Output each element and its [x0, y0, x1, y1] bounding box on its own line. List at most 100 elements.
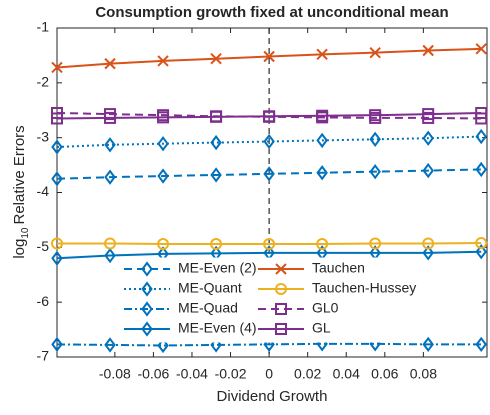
marker [210, 110, 223, 123]
y-label-sub: 10 [20, 227, 31, 239]
marker [422, 108, 435, 121]
series-line [56, 135, 482, 148]
x-tick-label: 0 [265, 366, 273, 382]
marker [104, 247, 116, 264]
x-tick-label: -0.02 [215, 366, 247, 382]
marker [475, 161, 487, 178]
y-axis-label: log10 Relative Errors [11, 125, 31, 258]
x-tick-label: 0.04 [333, 366, 360, 382]
marker [275, 323, 287, 335]
marker [475, 244, 487, 260]
legend-label: GL0 [312, 300, 339, 316]
marker [51, 112, 63, 125]
marker [104, 57, 116, 70]
x-axis-label: Dividend Growth [217, 388, 328, 405]
marker [141, 261, 153, 277]
marker [157, 168, 169, 184]
marker [316, 165, 328, 181]
marker [157, 111, 170, 124]
y-tick-label: -3 [37, 128, 50, 144]
chart-title: Consumption growth fixed at unconditiona… [95, 4, 448, 21]
marker [275, 283, 287, 295]
marker [369, 46, 381, 59]
marker [263, 166, 275, 182]
y-tick-label: -6 [37, 293, 50, 309]
x-tick-label: 0.06 [371, 366, 398, 382]
marker [369, 163, 381, 180]
marker [104, 137, 116, 153]
series-line [56, 111, 482, 120]
marker [210, 52, 222, 65]
marker [316, 48, 328, 61]
legend-label: Tauchen-Hussey [312, 280, 416, 296]
marker [210, 238, 223, 251]
marker [263, 133, 275, 150]
marker [275, 263, 287, 275]
marker [422, 44, 434, 57]
legend-label: Tauchen [312, 260, 365, 276]
marker [369, 237, 382, 250]
legend-label: ME-Quad [178, 300, 238, 316]
marker [51, 336, 63, 353]
marker [475, 128, 487, 145]
marker [369, 109, 382, 122]
marker [475, 106, 488, 119]
series-line [56, 342, 482, 347]
x-tick-label: -0.06 [137, 366, 169, 382]
marker [275, 303, 287, 315]
x-tick-label: 0.08 [410, 366, 437, 382]
marker [263, 50, 275, 63]
marker [422, 245, 434, 261]
marker [51, 250, 63, 266]
series-line [57, 241, 482, 246]
y-tick-label: -2 [37, 74, 50, 90]
marker [422, 336, 434, 353]
y-tick-label: -1 [37, 19, 50, 35]
marker [141, 301, 153, 317]
legend-label: GL [312, 320, 331, 336]
marker [263, 238, 276, 251]
marker [157, 55, 169, 67]
marker [51, 139, 63, 155]
y-label-part: log [11, 239, 28, 259]
marker [210, 337, 222, 353]
marker [51, 237, 63, 250]
y-tick-label: -4 [37, 183, 50, 199]
marker [141, 321, 153, 337]
legend-label: ME-Quant [178, 280, 242, 296]
marker [316, 132, 328, 149]
marker [316, 238, 329, 251]
x-tick-label: -0.04 [176, 366, 208, 382]
marker [422, 237, 435, 250]
marker [422, 130, 434, 146]
marker [422, 162, 434, 179]
marker [157, 136, 169, 152]
marker [104, 337, 116, 353]
marker [157, 337, 169, 354]
y-label-part: Relative Errors [11, 125, 28, 224]
marker [51, 61, 63, 74]
y-tick-label: -5 [37, 238, 50, 254]
marker [51, 171, 63, 187]
marker [316, 109, 329, 122]
marker [475, 43, 487, 55]
marker [104, 111, 117, 124]
marker [210, 134, 222, 151]
series-line [56, 168, 482, 180]
legend-label: ME-Even (2) [178, 260, 257, 276]
marker [157, 238, 170, 251]
marker [210, 167, 222, 183]
marker [263, 110, 276, 123]
x-tick-label: -0.08 [99, 366, 131, 382]
legend-label: ME-Even (4) [178, 320, 257, 336]
marker [104, 237, 117, 250]
marker [141, 281, 153, 297]
marker [475, 236, 488, 249]
y-tick-label: -7 [37, 348, 50, 364]
series-line [56, 250, 482, 260]
marker [369, 131, 381, 147]
marker [475, 336, 487, 353]
marker [104, 169, 116, 185]
x-tick-label: 0.02 [294, 366, 321, 382]
